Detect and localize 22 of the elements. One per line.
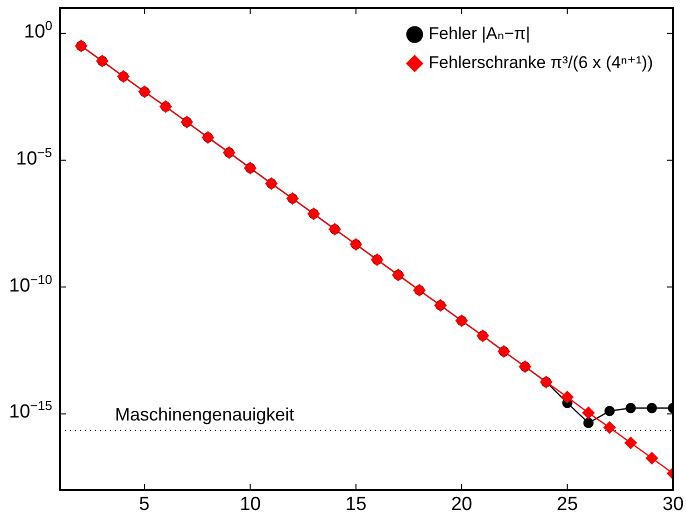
x-tick-label: 15 bbox=[345, 494, 367, 516]
point bbox=[583, 418, 594, 428]
x-tick-label: 5 bbox=[139, 494, 150, 516]
legend-label: Fehler |Aₙ−π| bbox=[428, 24, 530, 44]
point bbox=[561, 390, 574, 404]
point bbox=[604, 406, 615, 416]
point bbox=[646, 402, 658, 414]
x-tick-label: 25 bbox=[556, 494, 578, 516]
x-tick-label: 10 bbox=[240, 494, 261, 516]
point bbox=[582, 406, 595, 419]
x-tick-label: 30 bbox=[662, 494, 684, 516]
legend-label: Fehlerschranke π³/(6 x (4ⁿ⁺¹)) bbox=[428, 53, 654, 72]
point bbox=[626, 402, 636, 414]
x-tick-label: 20 bbox=[451, 494, 472, 516]
point bbox=[624, 436, 637, 450]
y-tick-label: 10$^{0}$ bbox=[24, 18, 52, 44]
ref-line-label: Maschinengenauigkeit bbox=[115, 404, 294, 424]
y-tick-label: 10$^{−10}$ bbox=[9, 272, 52, 297]
y-tick-label: 10$^{−15}$ bbox=[9, 398, 52, 424]
point bbox=[646, 452, 658, 464]
point bbox=[603, 421, 616, 434]
y-tick-label: 10$^{−5}$ bbox=[16, 144, 52, 170]
